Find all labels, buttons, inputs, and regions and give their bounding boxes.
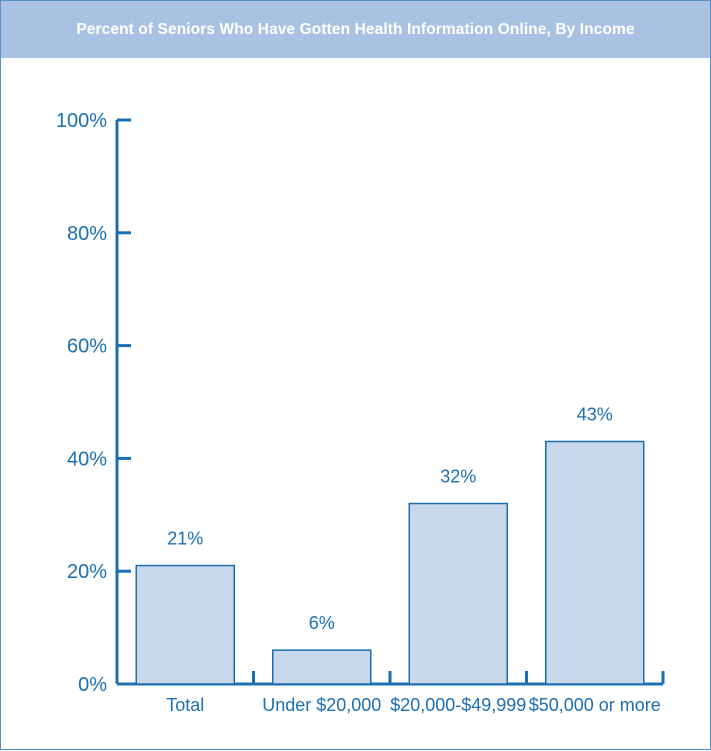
y-tick-label: 100%: [56, 110, 107, 132]
y-tick-label: 0%: [78, 674, 107, 696]
y-tick-label: 20%: [67, 561, 107, 583]
x-tick-label: Total: [166, 695, 204, 715]
chart-title: Percent of Seniors Who Have Gotten Healt…: [76, 20, 635, 38]
y-tick-label: 60%: [67, 336, 107, 358]
bar: [272, 649, 372, 685]
data-label: 32%: [440, 467, 476, 487]
x-tick-label: $50,000 or more: [529, 695, 661, 715]
x-tick-label: Under $20,000: [262, 695, 381, 715]
y-tick-label: 40%: [67, 448, 107, 470]
y-axis: 0% 20% 40% 60% 80% 100%: [56, 110, 131, 696]
data-label: 21%: [167, 529, 203, 549]
data-label: 43%: [577, 404, 613, 424]
bar: [408, 502, 508, 685]
bar: [545, 440, 645, 685]
title-bar: Percent of Seniors Who Have Gotten Healt…: [1, 1, 710, 58]
x-tick-label: $20,000-$49,999: [390, 695, 526, 715]
y-tick-label: 80%: [67, 223, 107, 245]
data-label: 6%: [309, 613, 335, 633]
bar: [135, 564, 235, 685]
bars: [135, 440, 645, 685]
data-labels: 21% 6% 32% 43%: [167, 404, 613, 633]
